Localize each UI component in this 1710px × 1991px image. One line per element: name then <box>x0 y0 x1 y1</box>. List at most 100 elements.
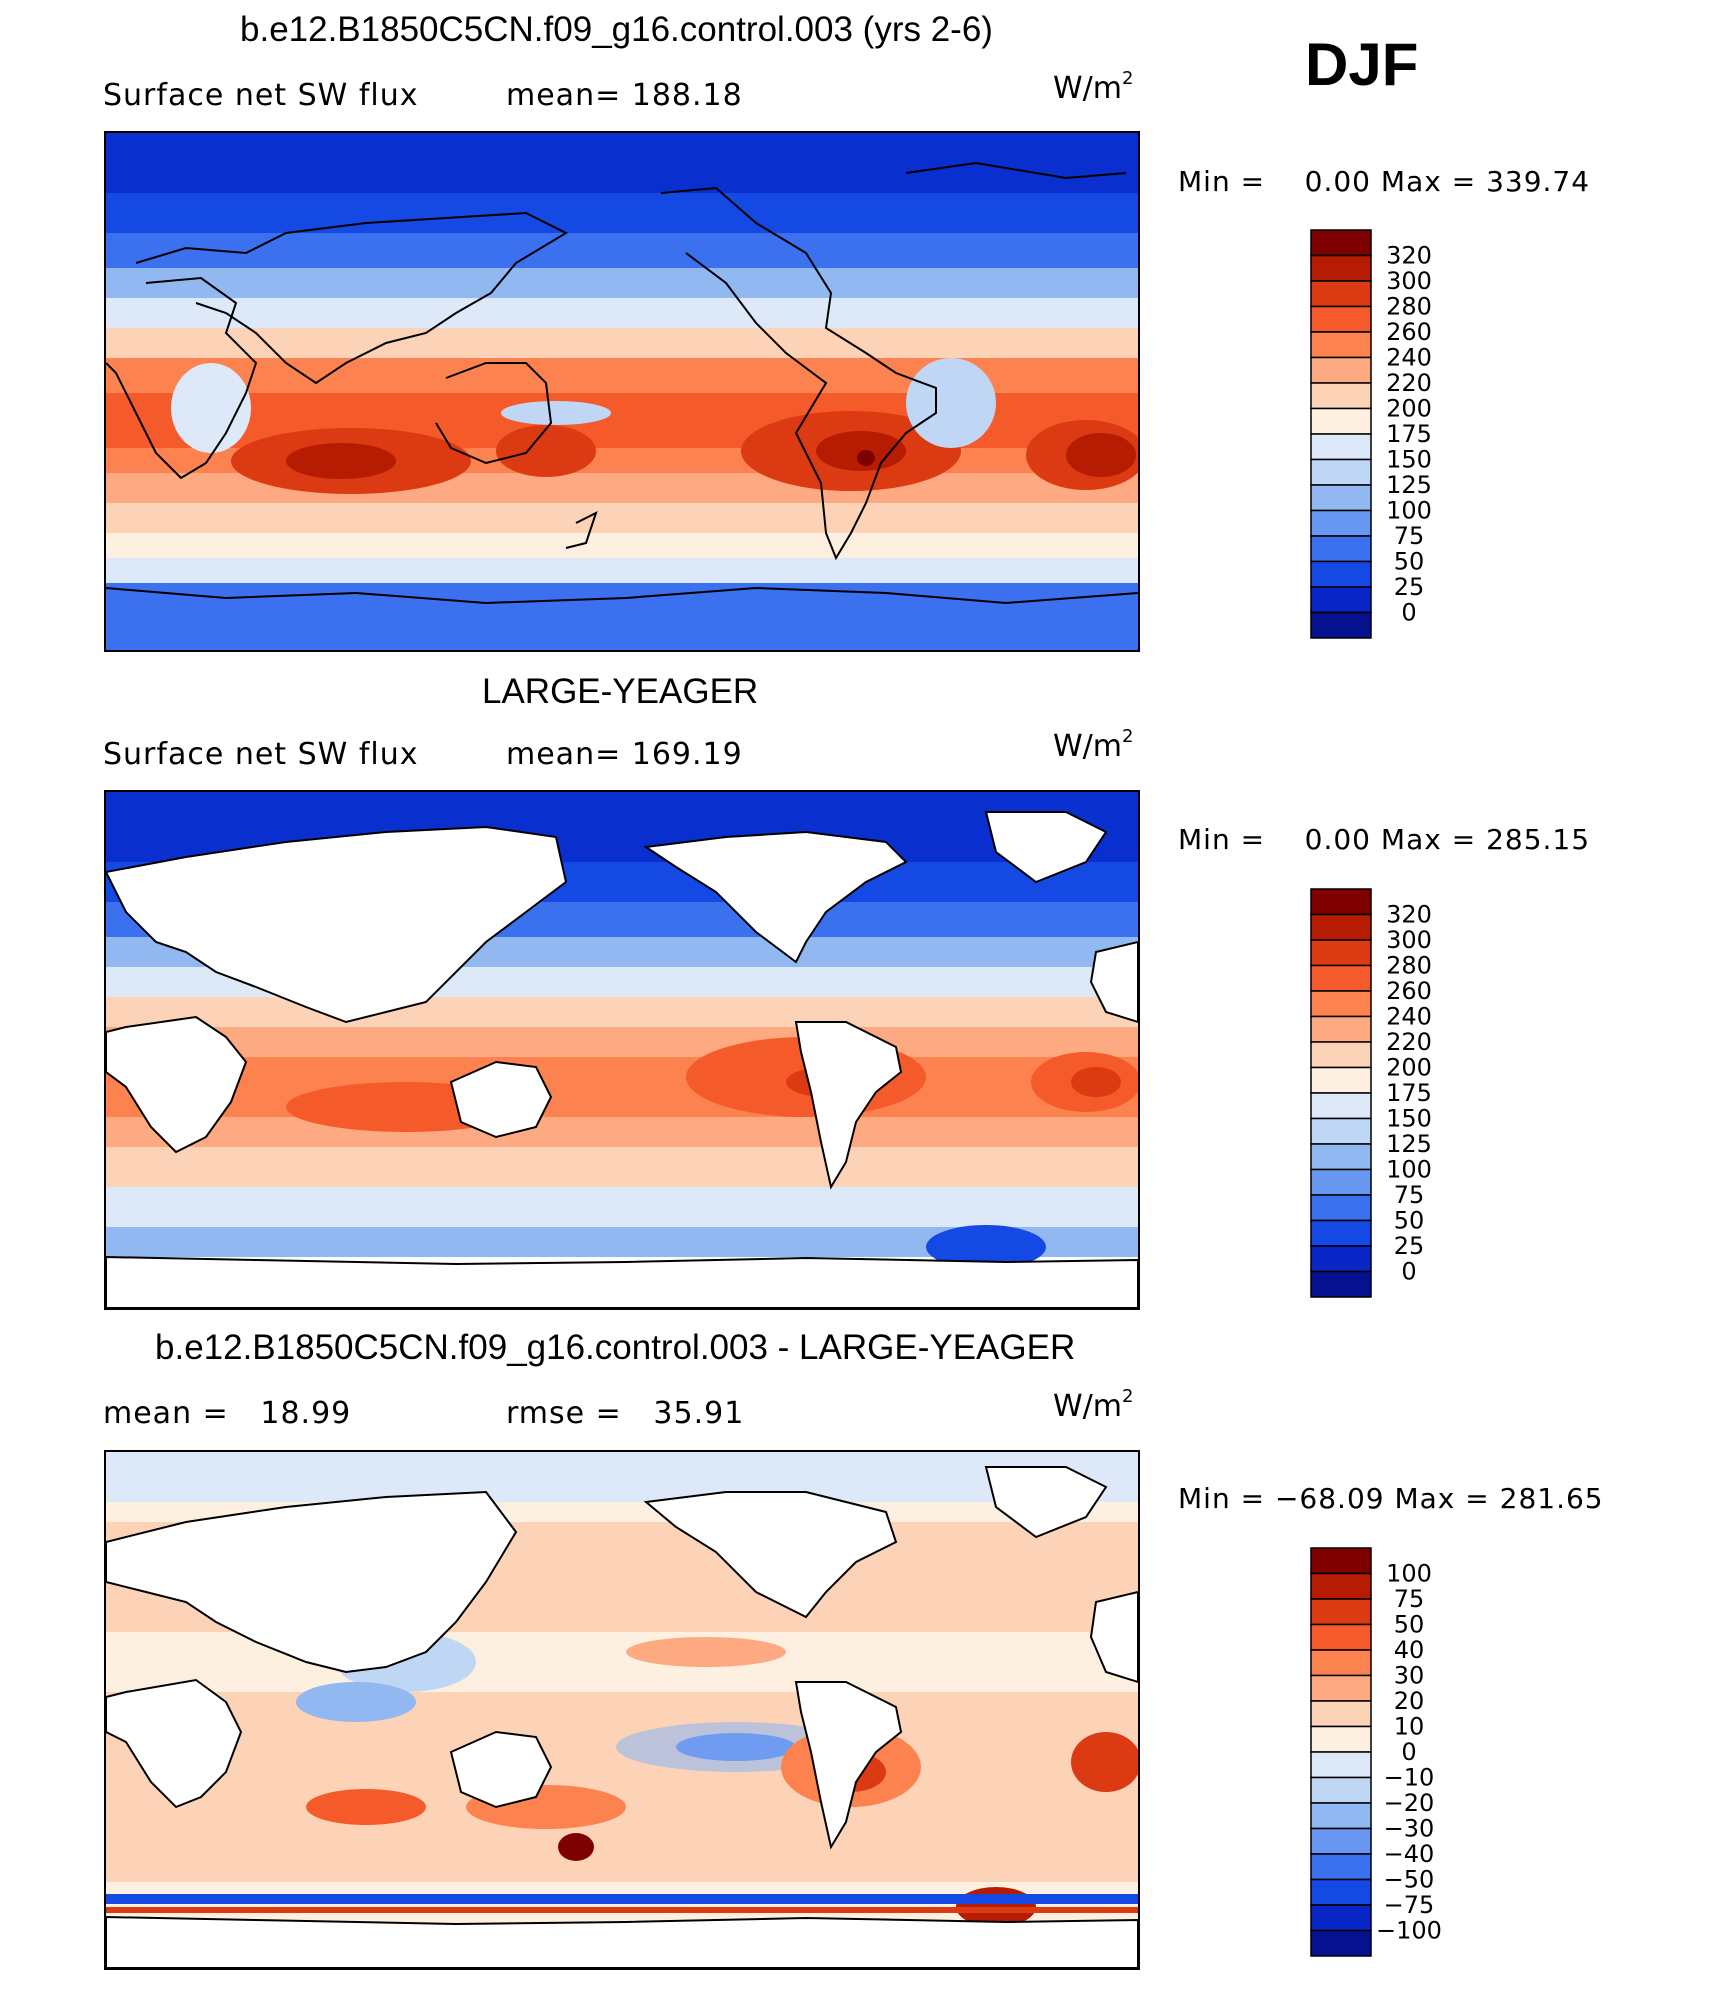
panel-1-map-field <box>106 133 1138 650</box>
colorbar-box <box>1310 1623 1372 1651</box>
colorbar-box <box>1310 990 1372 1018</box>
colorbar-box <box>1310 1092 1372 1120</box>
colorbar-box <box>1310 1878 1372 1906</box>
colorbar-label: 100 <box>1386 1156 1432 1184</box>
colorbar-box <box>1310 1700 1372 1728</box>
colorbar-label: 25 <box>1394 573 1425 601</box>
panel-1-units: W/m2 <box>1053 68 1134 106</box>
colorbar-label: 150 <box>1386 1105 1432 1133</box>
colorbar-label: 10 <box>1394 1713 1425 1741</box>
colorbar-box <box>1310 1143 1372 1171</box>
colorbar-label: 100 <box>1386 497 1432 525</box>
colorbar-label: −20 <box>1384 1789 1435 1817</box>
panel-1-colorbar: 320 300 280 260 240 220 200 175 150 125 100 75 50 25 0 <box>1310 229 1432 642</box>
colorbar-box <box>1310 229 1372 257</box>
panel-1-mean: mean= 188.18 <box>506 78 743 113</box>
panel-2-field-label: Surface net SW flux <box>103 737 419 772</box>
colorbar-label: 175 <box>1386 420 1432 448</box>
colorbar-box <box>1310 458 1372 486</box>
colorbar-box <box>1310 1827 1372 1855</box>
colorbar-box <box>1310 913 1372 941</box>
colorbar-box <box>1310 1802 1372 1830</box>
colorbar-label: −100 <box>1376 1917 1442 1945</box>
colorbar-label: 25 <box>1394 1232 1425 1260</box>
colorbar-label: 220 <box>1386 1028 1432 1056</box>
colorbar-label: 320 <box>1386 901 1432 929</box>
colorbar-box <box>1310 254 1372 282</box>
colorbar-box <box>1310 611 1372 639</box>
colorbar-label: 30 <box>1394 1662 1425 1690</box>
panel-2-map-field <box>106 792 1138 1308</box>
colorbar-box <box>1310 888 1372 916</box>
colorbar-box <box>1310 1725 1372 1753</box>
colorbar-label: −40 <box>1384 1840 1435 1868</box>
colorbar-label: −75 <box>1384 1891 1435 1919</box>
colorbar-label: 50 <box>1394 548 1425 576</box>
panel-2-colorbar: 320 300 280 260 240 220 200 175 150 125 100 75 50 25 0 <box>1310 888 1432 1301</box>
panel-2-colorbar-boxes <box>1310 888 1372 1298</box>
colorbar-box <box>1310 1066 1372 1094</box>
colorbar-label: −10 <box>1384 1764 1435 1792</box>
colorbar-label: 300 <box>1386 267 1432 295</box>
colorbar-box <box>1310 1168 1372 1196</box>
colorbar-box <box>1310 964 1372 992</box>
colorbar-label: 0 <box>1401 599 1416 627</box>
panel-3-colorbar-boxes <box>1310 1547 1372 1957</box>
colorbar-box <box>1310 1245 1372 1273</box>
colorbar-label: −30 <box>1384 1815 1435 1843</box>
colorbar-box <box>1310 1270 1372 1298</box>
colorbar-label: 75 <box>1394 1181 1425 1209</box>
colorbar-label: 200 <box>1386 395 1432 423</box>
colorbar-label: 260 <box>1386 318 1432 346</box>
colorbar-label: 75 <box>1394 522 1425 550</box>
season-title: DJF <box>1305 31 1419 98</box>
panel-1-colorbar-boxes <box>1310 229 1372 639</box>
panel-1-title: b.e12.B1850C5CN.f09_g16.control.003 (yrs… <box>240 10 993 49</box>
colorbar-label: 75 <box>1394 1585 1425 1613</box>
colorbar-box <box>1310 1015 1372 1043</box>
colorbar-box <box>1310 560 1372 588</box>
colorbar-box <box>1310 433 1372 461</box>
panel-2-map <box>104 790 1140 1310</box>
colorbar-label: 0 <box>1401 1258 1416 1286</box>
colorbar-box <box>1310 1117 1372 1145</box>
colorbar-label: 20 <box>1394 1687 1425 1715</box>
colorbar-label: 125 <box>1386 471 1432 499</box>
colorbar-box <box>1310 356 1372 384</box>
colorbar-label: 200 <box>1386 1054 1432 1082</box>
colorbar-box <box>1310 1674 1372 1702</box>
colorbar-label: −50 <box>1384 1866 1435 1894</box>
colorbar-label: 260 <box>1386 977 1432 1005</box>
colorbar-label: 240 <box>1386 1003 1432 1031</box>
colorbar-box <box>1310 280 1372 308</box>
colorbar-label: 240 <box>1386 344 1432 372</box>
panel-2-units: W/m2 <box>1053 726 1134 764</box>
panel-3-map <box>104 1450 1140 1970</box>
colorbar-label: 320 <box>1386 242 1432 270</box>
colorbar-box <box>1310 1194 1372 1222</box>
colorbar-box <box>1310 382 1372 410</box>
colorbar-label: 280 <box>1386 293 1432 321</box>
colorbar-box <box>1310 1776 1372 1804</box>
colorbar-box <box>1310 586 1372 614</box>
colorbar-label: 280 <box>1386 952 1432 980</box>
panel-2-min-max: Min = 0.00 Max = 285.15 <box>1178 823 1591 856</box>
colorbar-box <box>1310 1751 1372 1779</box>
panel-3-title: b.e12.B1850C5CN.f09_g16.control.003 - LA… <box>155 1328 1076 1367</box>
colorbar-label: 175 <box>1386 1079 1432 1107</box>
colorbar-box <box>1310 939 1372 967</box>
colorbar-box <box>1310 1904 1372 1932</box>
colorbar-box <box>1310 509 1372 537</box>
colorbar-label: 40 <box>1394 1636 1425 1664</box>
colorbar-label: 125 <box>1386 1130 1432 1158</box>
panel-3-colorbar: 100 75 50 40 30 20 10 0 −10 −20 −30 −40 −50 −75 −100 <box>1310 1547 1442 1960</box>
colorbar-box <box>1310 1572 1372 1600</box>
panel-1-field-label: Surface net SW flux <box>103 78 419 113</box>
colorbar-box <box>1310 1219 1372 1247</box>
panel-2-title: LARGE-YEAGER <box>482 672 759 711</box>
